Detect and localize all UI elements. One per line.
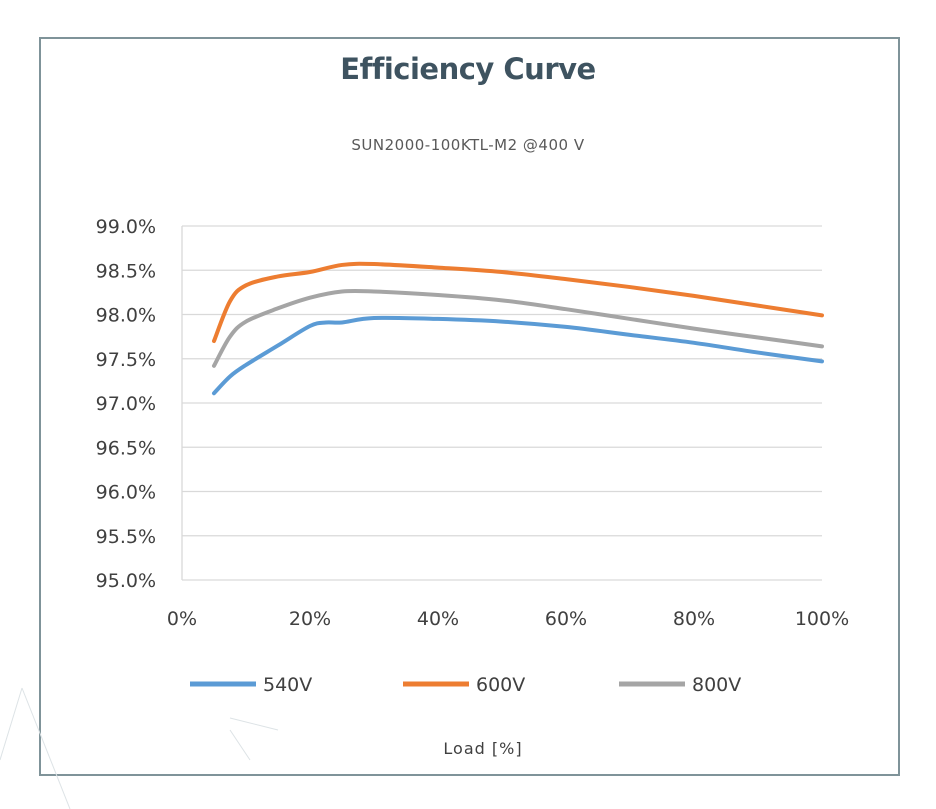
y-tick-label: 95.0% [96,570,156,592]
y-tick-label: 97.0% [96,393,156,415]
series-line-540V [212,315,824,396]
y-tick-label: 96.5% [96,437,156,459]
x-tick-label: 100% [795,608,849,630]
chart-subtitle: SUN2000-100KTL-M2 @400 V [351,136,585,154]
legend-label-600V: 600V [476,674,525,696]
y-tick-labels: 99.0% 98.5% 98.0% 97.5% 97.0% 96.5% 96.0% 95.5%… [96,216,156,592]
legend-label-800V: 800V [692,674,741,696]
legend-label-540V: 540V [263,674,312,696]
y-tick-label: 99.0% [96,216,156,238]
x-axis-label: Load [%] [443,739,523,758]
y-tick-label: 98.0% [96,305,156,327]
legend: 540V 600V 800V [190,674,741,696]
x-tick-label: 60% [545,608,587,630]
series-line-800V [212,288,824,368]
x-tick-label: 80% [673,608,715,630]
x-tick-label: 20% [289,608,331,630]
x-tick-label: 0% [167,608,197,630]
y-tick-label: 95.5% [96,526,156,548]
y-tick-label: 98.5% [96,260,156,282]
gridlines [181,225,822,581]
x-tick-label: 40% [417,608,459,630]
series-line-600V [212,261,824,344]
y-tick-label: 96.0% [96,482,156,504]
series-lines [212,261,824,396]
x-tick-labels: 0% 20% 40% 60% 80% 100% [167,608,849,630]
y-tick-label: 97.5% [96,349,156,371]
chart-title: Efficiency Curve [340,52,596,86]
